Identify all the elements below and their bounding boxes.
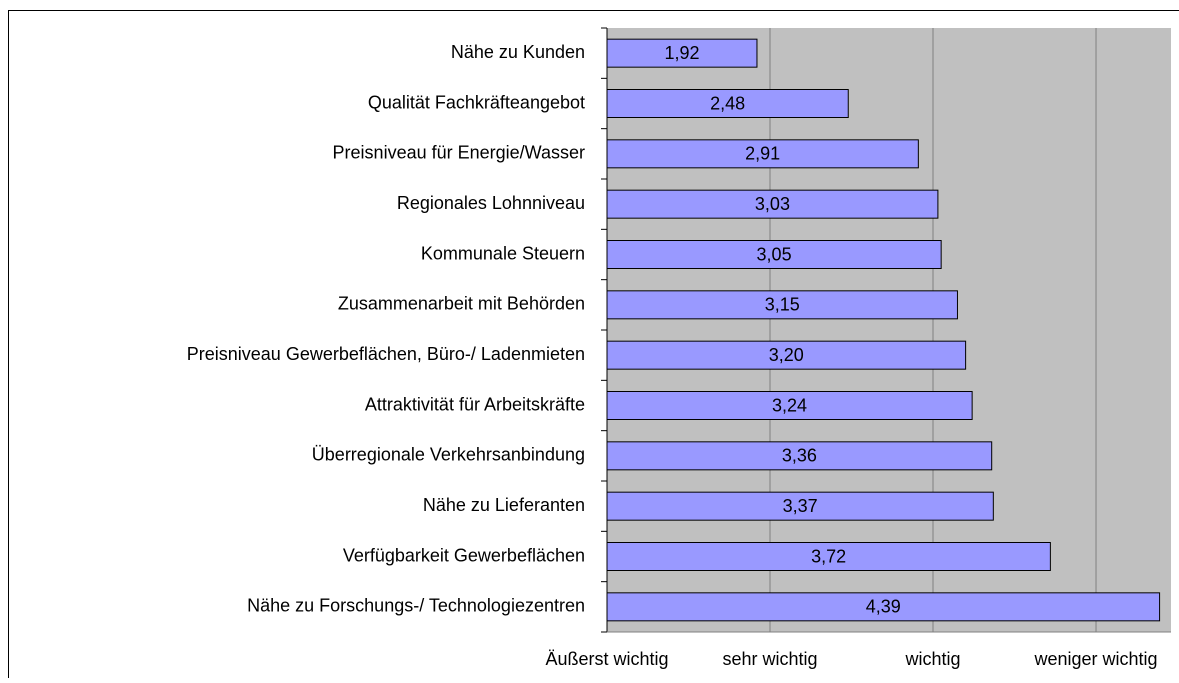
y-tick-label: Nähe zu Forschungs-/ Technologiezentren: [247, 596, 585, 616]
data-label: 3,03: [755, 194, 790, 214]
y-tick-label: Regionales Lohnniveau: [397, 193, 585, 213]
y-tick-label: Attraktivität für Arbeitskräfte: [365, 394, 585, 414]
data-label: 3,36: [782, 446, 817, 466]
x-tick-label: Äußerst wichtig: [545, 649, 668, 669]
data-label: 3,20: [769, 345, 804, 365]
plot-area: [607, 28, 1171, 632]
y-tick-label: Verfügbarkeit Gewerbeflächen: [343, 545, 585, 565]
y-tick-label: Qualität Fachkräfteangebot: [368, 92, 585, 112]
data-label: 2,48: [710, 93, 745, 113]
y-tick-label: Überregionale Verkehrsanbindung: [312, 445, 585, 465]
data-label: 3,24: [772, 395, 807, 415]
y-tick-label: Nähe zu Lieferanten: [423, 495, 585, 515]
data-label: 3,37: [783, 496, 818, 516]
data-label: 4,39: [866, 597, 901, 617]
data-label: 2,91: [745, 144, 780, 164]
x-tick-label: wichtig: [904, 649, 960, 669]
data-label: 1,92: [664, 43, 699, 63]
x-tick-label: weniger wichtig: [1033, 649, 1157, 669]
y-tick-label: Kommunale Steuern: [421, 243, 585, 263]
y-tick-label: Preisniveau Gewerbeflächen, Büro-/ Laden…: [187, 344, 585, 364]
y-tick-label: Preisniveau für Energie/Wasser: [333, 143, 585, 163]
data-label: 3,72: [811, 546, 846, 566]
data-label: 3,05: [757, 244, 792, 264]
x-tick-label: sehr wichtig: [722, 649, 817, 669]
y-tick-label: Zusammenarbeit mit Behörden: [338, 294, 585, 314]
y-tick-label: Nähe zu Kunden: [451, 42, 585, 62]
data-label: 3,15: [765, 295, 800, 315]
